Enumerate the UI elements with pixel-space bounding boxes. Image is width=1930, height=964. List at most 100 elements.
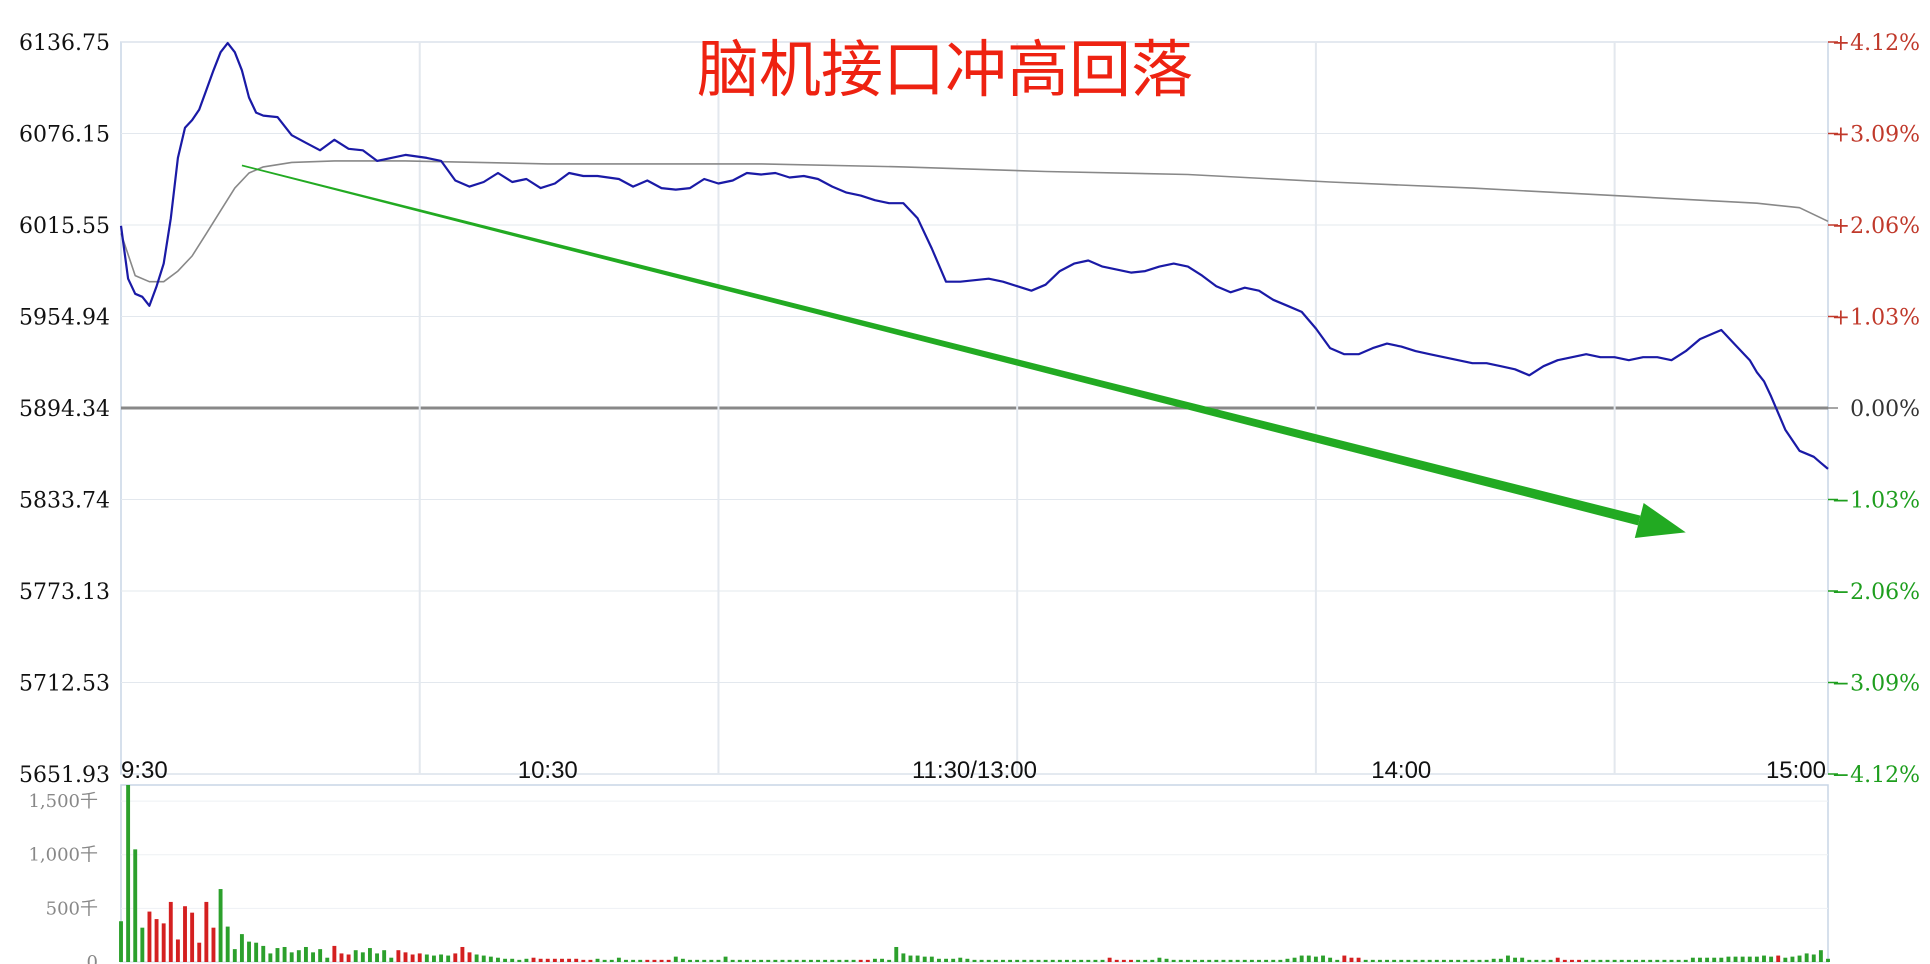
volume-bar [759,959,764,962]
volume-bar [872,958,877,962]
volume-bar [396,950,401,962]
volume-bar [382,950,387,962]
volume-bar [1456,959,1461,962]
volume-bar [808,959,813,962]
volume-bar [1349,957,1354,962]
volume-bar [709,959,714,962]
volume-bar [1818,950,1823,962]
volume-bar [1662,959,1667,962]
volume-bar [752,959,756,962]
volume-bar [1171,959,1176,962]
arrow-shaft [241,164,1641,526]
right-tick-label: −2.06% [1832,580,1920,605]
x-tick-label: 14:00 [1371,757,1431,784]
volume-bar [325,957,330,962]
volume-bar [588,959,593,962]
volume-bar [375,953,379,962]
volume-bar [239,934,244,962]
volume-bar [268,953,273,962]
volume-bar [1747,956,1752,962]
volume-bar [659,959,664,962]
volume-bar [1826,958,1830,962]
volume-bar [958,957,963,962]
volume-bar [332,945,337,962]
volume-bar [1641,959,1646,962]
volume-bar [1562,959,1567,962]
volume-bar [1370,959,1375,962]
volume-bar [1769,956,1774,962]
volume-bar [282,946,287,962]
volume-bar [780,959,785,962]
volume-bar [1655,959,1660,962]
volume-bar [1733,956,1738,962]
volume-bar [161,923,166,962]
volume-bar [232,949,237,962]
price-lines [119,42,1829,470]
volume-bar [1079,959,1084,962]
right-tick-label: +2.06% [1832,214,1920,239]
volume-bar [666,959,671,962]
volume-bar [1321,955,1325,962]
volume-bar [1299,955,1304,962]
volume-bar [168,901,173,962]
volume-bar [560,958,564,962]
volume-bar [794,959,799,962]
volume-bar [880,958,884,962]
volume-bar [517,959,522,962]
volume-bar [1214,959,1219,962]
volume-bar [830,959,835,962]
volume-bar [922,956,927,962]
volume-bar [1043,959,1048,962]
volume-bar [1584,959,1589,962]
volume-bar [1029,959,1034,962]
volume-bar [730,959,735,962]
left-tick-label: 6136.75 [19,31,110,56]
volume-bar [154,919,159,962]
volume-bar [737,959,742,962]
volume-bar [275,948,280,962]
volume-bar [197,942,202,962]
volume-bar [1648,959,1653,962]
volume-bar [1619,959,1624,962]
volume-tick-label: 1,000千 [28,845,98,866]
volume-bar [1449,959,1453,962]
volume-bar [524,958,529,962]
volume-bar [346,954,351,962]
volume-bar [496,957,500,962]
volume-bar [1178,959,1183,962]
volume-bar [574,958,579,962]
volume-bar [1036,959,1041,962]
volume-axis-ticks: 1,500千 1,000千 500千 0 [28,791,98,964]
volume-bar [1235,959,1240,962]
volume-bar [858,959,863,962]
volume-bar [183,906,187,962]
x-tick-label: 10:30 [518,757,578,784]
volume-bar [972,959,977,962]
volume-bar [986,959,991,962]
volume-bar [204,901,209,962]
volume-bar [353,950,358,962]
volume-bar [410,954,415,962]
volume-bar [367,948,372,962]
volume-bar [1249,959,1254,962]
volume-bar [1335,959,1340,962]
volume-bar [602,959,607,962]
volume-bar [1470,959,1475,962]
volume-bar [1811,954,1816,962]
volume-bar [993,959,998,962]
volume-bar [616,957,621,962]
volume-bar [360,952,365,962]
left-tick-label: 5651.93 [19,763,110,788]
volume-bar [1762,955,1766,962]
volume-bar [1441,959,1446,962]
volume-bar [1783,957,1788,962]
volume-bar [1399,959,1404,962]
volume-bar [439,954,444,962]
volume-bar [467,952,472,962]
right-axis-ticks: +4.12% +3.09% +2.06% +1.03% 0.00% −1.03% −2.06… [1828,31,1920,788]
volume-bar [1143,959,1148,962]
volume-bar [844,959,849,962]
volume-bar [1292,957,1297,962]
volume-bar [417,953,422,962]
volume-bar [318,949,323,962]
